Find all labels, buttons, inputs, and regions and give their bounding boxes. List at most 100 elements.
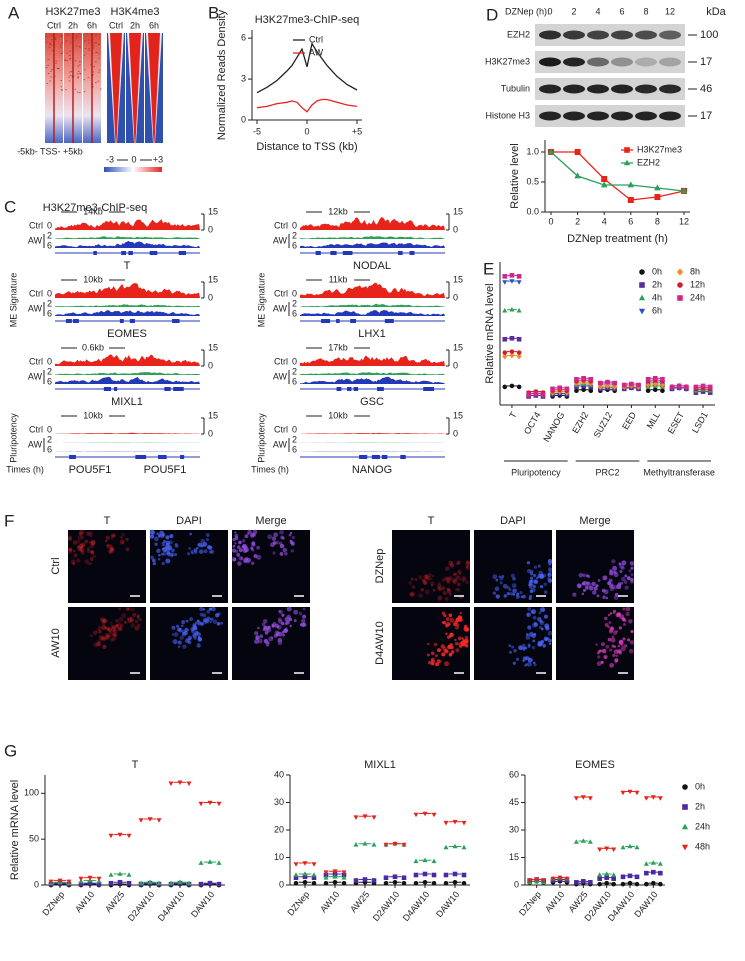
row-label: Ctrl xyxy=(29,424,43,434)
y-tick-label: 30 xyxy=(509,824,519,834)
group-label: Pluripotency xyxy=(8,413,18,463)
cell xyxy=(79,545,83,550)
y-tick-label: 3 xyxy=(241,73,246,83)
legend-label: 24h xyxy=(695,821,710,831)
heatmap-speckle xyxy=(55,60,58,62)
cell xyxy=(603,655,608,659)
marker xyxy=(66,879,72,885)
cell xyxy=(537,641,543,647)
marker xyxy=(658,870,663,876)
row-label: AW xyxy=(273,371,288,381)
panel-label: E xyxy=(483,259,494,278)
marker xyxy=(597,881,602,887)
cell xyxy=(177,645,181,648)
blot-band xyxy=(635,57,657,67)
cell xyxy=(464,635,469,640)
cell xyxy=(627,638,631,642)
cell xyxy=(621,560,627,566)
cell xyxy=(259,634,264,639)
cell xyxy=(533,585,536,588)
marker xyxy=(443,880,449,886)
cell xyxy=(288,617,293,622)
cell xyxy=(617,644,621,648)
heatmap-signal xyxy=(110,33,122,143)
gene-exon xyxy=(353,387,359,391)
cell xyxy=(119,539,125,545)
column-header: DAPI xyxy=(500,515,526,527)
cell xyxy=(455,648,460,653)
cell xyxy=(263,638,269,644)
y-tick-label: 15 xyxy=(509,852,519,862)
cell xyxy=(609,586,615,592)
cell xyxy=(171,625,176,630)
blot-band xyxy=(587,30,609,40)
marker xyxy=(574,149,581,155)
cell xyxy=(79,529,85,535)
cell xyxy=(210,617,214,622)
x-tick-label: DZNep xyxy=(40,889,66,917)
series-line xyxy=(256,98,358,113)
row-label: 6 xyxy=(292,240,297,250)
heatmap-speckle xyxy=(95,42,98,44)
cell xyxy=(545,637,549,641)
marker xyxy=(611,847,617,853)
cell xyxy=(430,581,435,586)
cell xyxy=(111,625,117,630)
cell xyxy=(165,535,170,540)
cell xyxy=(298,611,303,616)
heatmap-speckle xyxy=(77,70,80,72)
cell xyxy=(595,584,599,588)
marker xyxy=(198,881,204,887)
gene-exon xyxy=(343,251,353,255)
gene-exon xyxy=(172,319,176,323)
marker xyxy=(293,875,299,881)
cell xyxy=(197,636,202,641)
cell xyxy=(458,644,463,649)
track-signal xyxy=(300,236,445,239)
lane-label: 8 xyxy=(643,6,648,16)
cell xyxy=(154,542,158,546)
y-tick-label: 60 xyxy=(509,769,519,779)
cell xyxy=(119,623,124,628)
cell xyxy=(300,623,303,627)
row-label: 2 xyxy=(47,434,52,444)
cell xyxy=(492,591,497,595)
cell xyxy=(157,534,161,537)
cell xyxy=(465,580,469,584)
cell xyxy=(453,572,458,576)
cell xyxy=(202,613,207,618)
cell xyxy=(613,645,617,648)
marker xyxy=(431,812,437,818)
cell xyxy=(80,549,84,553)
scale-max: 15 xyxy=(208,410,218,420)
gene-exon xyxy=(384,319,394,323)
x-tick-label: NANOG xyxy=(541,410,566,444)
cell xyxy=(73,554,78,558)
gene-exon xyxy=(65,319,72,323)
heatmap-speckle xyxy=(95,51,97,53)
gene-exon xyxy=(336,319,340,323)
cell xyxy=(278,609,283,615)
marker xyxy=(597,876,602,881)
cell xyxy=(300,618,306,624)
cell xyxy=(193,548,198,552)
cell xyxy=(459,611,462,615)
cell xyxy=(454,641,459,646)
gene-exon xyxy=(114,387,118,391)
cell xyxy=(276,625,280,629)
cell xyxy=(512,576,516,581)
cell xyxy=(597,579,601,582)
legend-label: 0h xyxy=(695,781,705,791)
cell xyxy=(86,549,91,553)
cell xyxy=(441,586,446,591)
cell xyxy=(107,628,112,633)
cell xyxy=(605,596,609,600)
panel-label: B xyxy=(208,3,219,22)
marker xyxy=(620,874,626,880)
cell xyxy=(125,607,130,611)
cell xyxy=(538,625,542,629)
x-tick-label: T xyxy=(507,410,519,420)
cell xyxy=(510,573,515,578)
cell xyxy=(68,537,72,542)
column-header: DAPI xyxy=(176,515,202,527)
